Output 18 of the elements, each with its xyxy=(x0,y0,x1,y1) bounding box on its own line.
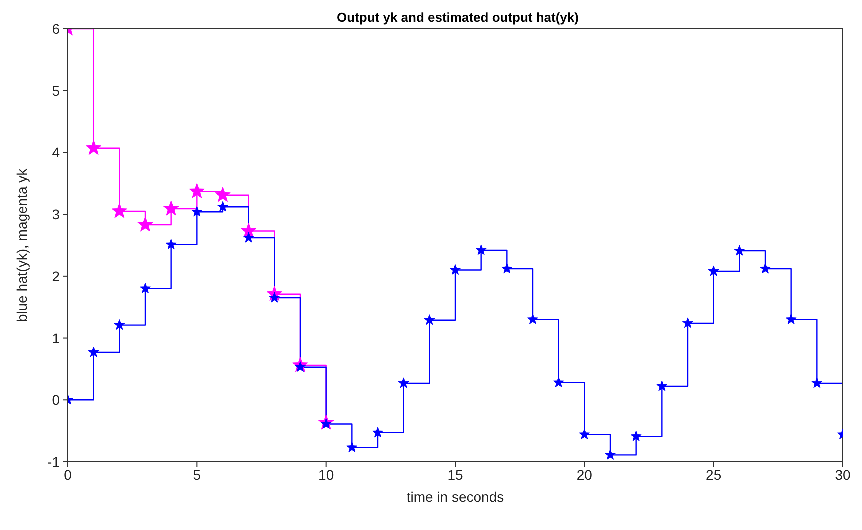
y-tick-label: 6 xyxy=(52,20,60,37)
x-axis-title: time in seconds xyxy=(406,489,504,505)
x-tick-label: 10 xyxy=(318,466,334,483)
x-tick-label: 30 xyxy=(835,466,851,483)
y-tick-label: 5 xyxy=(52,82,60,99)
y-tick-label: 4 xyxy=(52,144,60,161)
y-tick-label: 0 xyxy=(52,392,60,408)
y-tick-label: 2 xyxy=(52,268,60,284)
x-tick-label: 5 xyxy=(193,466,202,483)
x-tick-label: 25 xyxy=(706,466,722,483)
y-tick-label: 3 xyxy=(52,206,60,223)
x-tick-label: 0 xyxy=(64,466,72,483)
x-tick-label: 15 xyxy=(448,466,464,483)
chart-title: Output yk and estimated output hat(yk) xyxy=(337,10,579,25)
y-tick-label: -1 xyxy=(48,454,60,470)
y-axis-title: blue hat(yk), magenta yk xyxy=(14,168,30,322)
y-tick-label: 1 xyxy=(52,330,60,346)
x-tick-label: 20 xyxy=(576,466,593,483)
